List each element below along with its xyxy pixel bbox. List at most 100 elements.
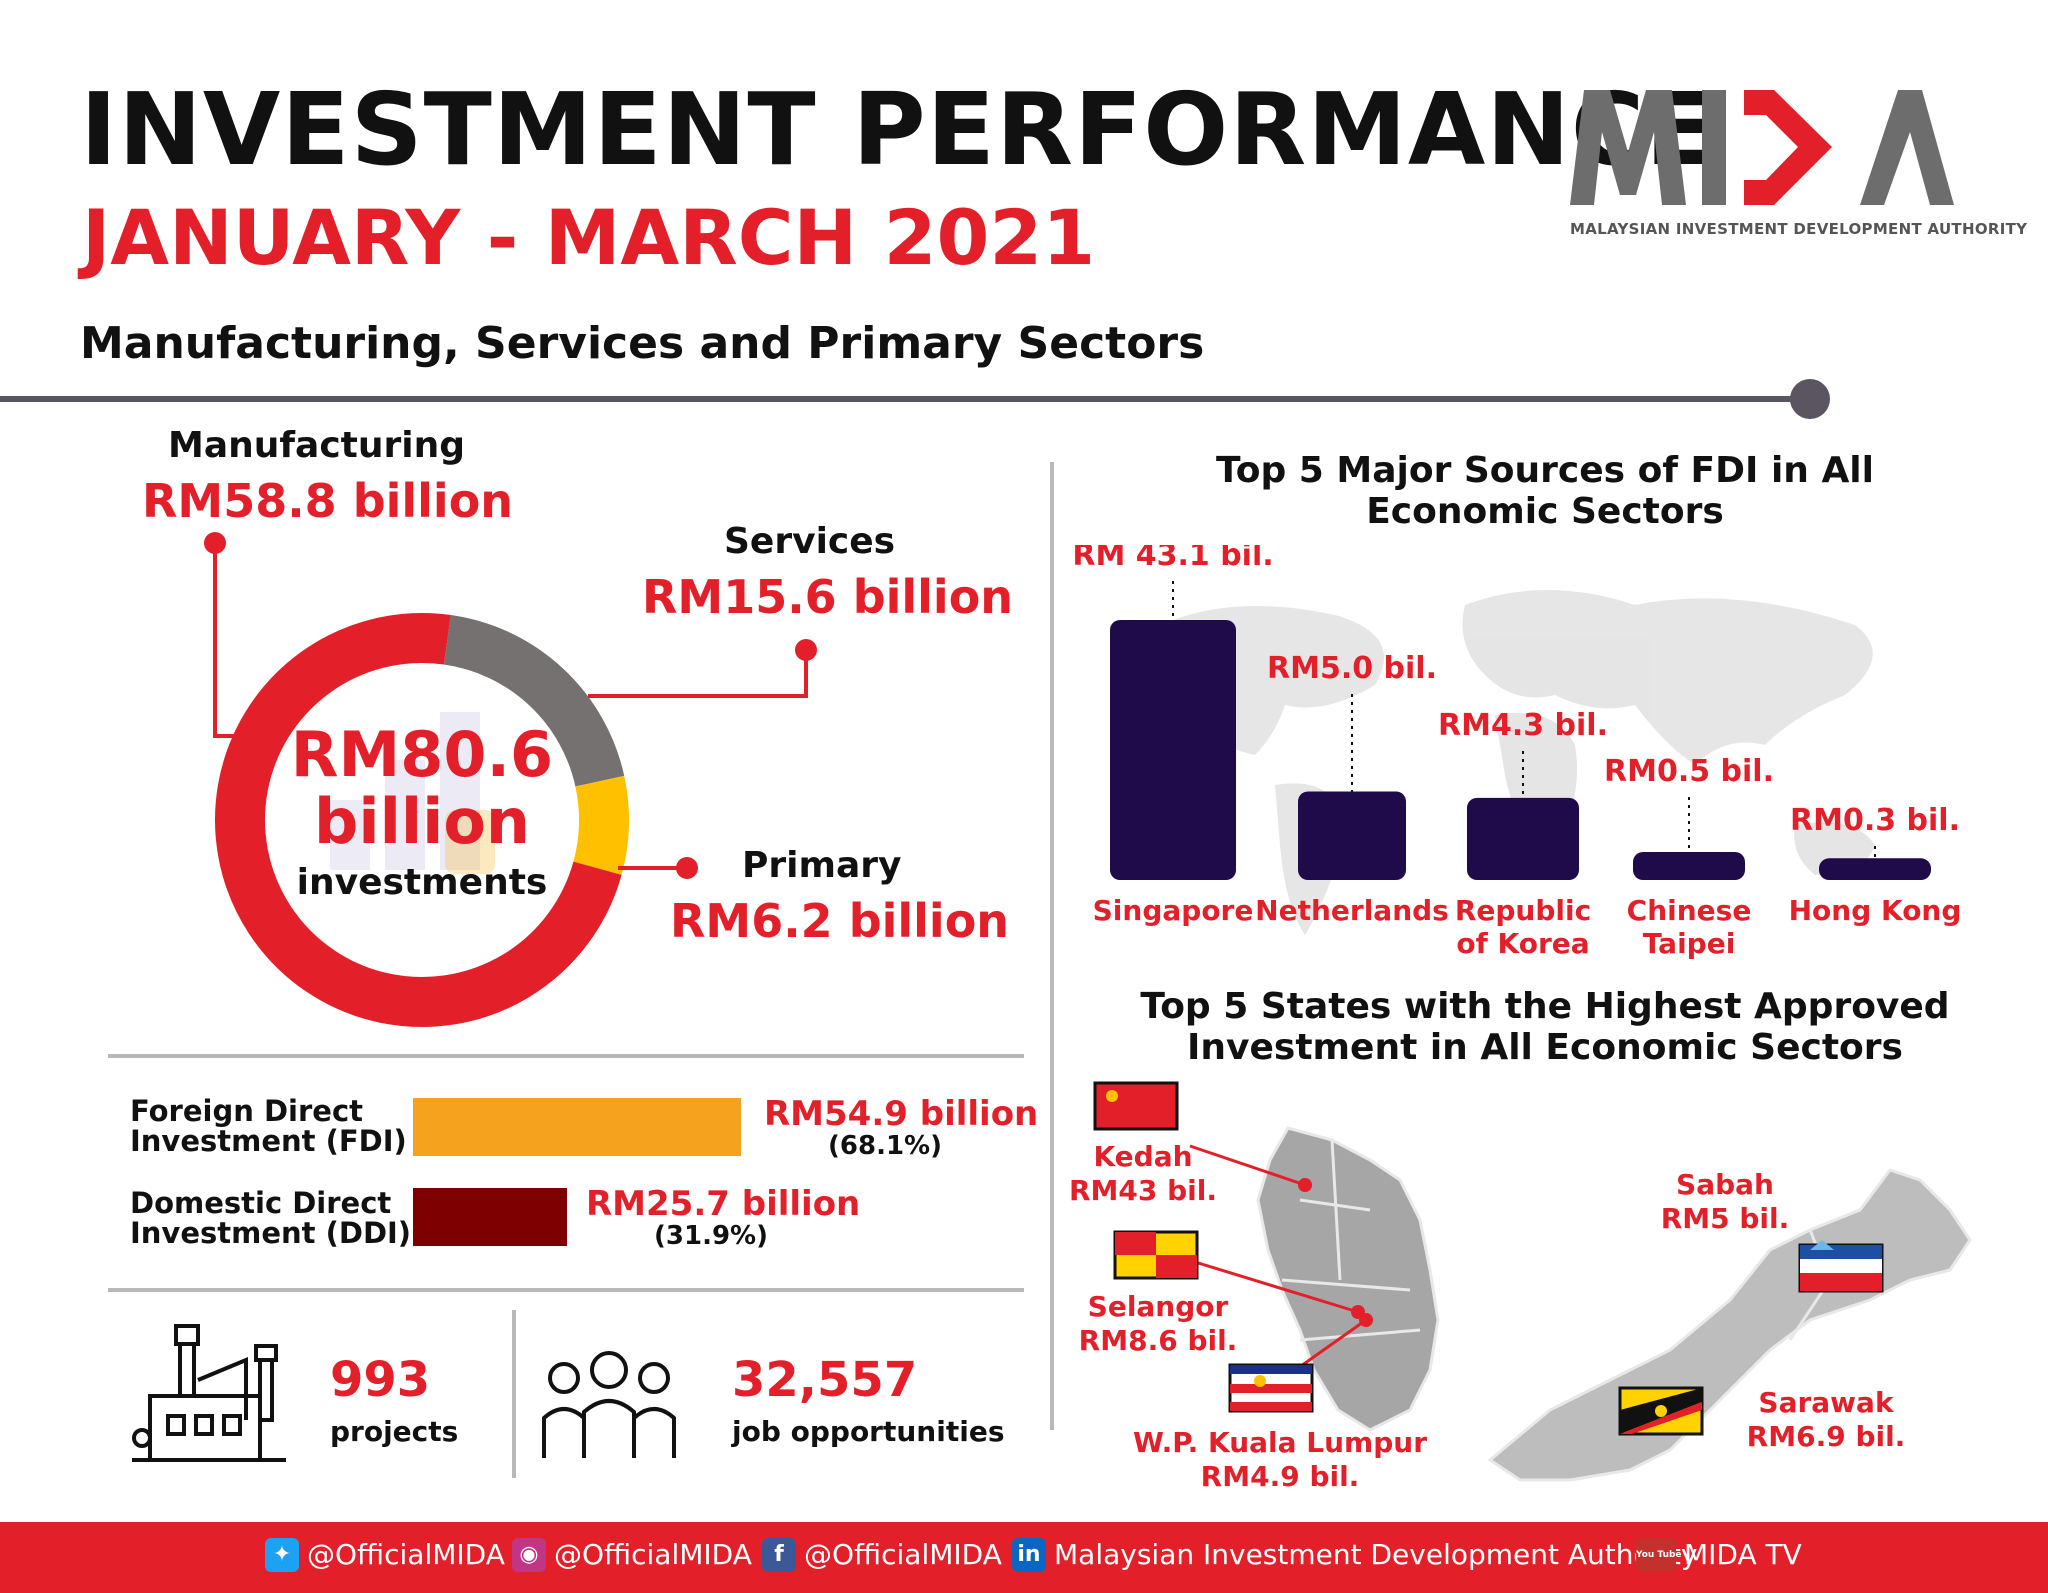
fdi-label: Foreign Direct Investment (FDI) [130,1096,407,1157]
fdi-top-rule [108,1054,1024,1058]
ddi-label-line1: Domestic Direct [130,1186,392,1220]
manufacturing-connector-line [213,543,234,738]
fdi-sources-title-line2: Economic Sectors [1366,491,1724,533]
state-kedah-value: RM43 bil. [1068,1173,1217,1207]
logo-subtitle: MALAYSIAN INVESTMENT DEVELOPMENT AUTHORI… [1570,220,2028,238]
people-icon [542,1351,676,1458]
sectors-subtitle: Manufacturing, Services and Primary Sect… [80,318,1205,369]
fdi-bar-chinese-taipei [1633,851,1745,880]
kuala-lumpur-flag [1228,1363,1314,1413]
manufacturing-name: Manufacturing [168,425,465,466]
states-title-line1: Top 5 States with the Highest Approved [1140,986,1950,1027]
facebook-icon: f [762,1538,796,1572]
fdi-bottom-rule [108,1288,1024,1292]
states-title-line2: Investment in All Economic Sectors [1187,1027,1903,1069]
footer-youtube-label: MIDA TV [1684,1538,1802,1571]
state-sabah: Sabah RM5 bil. [1650,1168,1800,1235]
state-sarawak: Sarawak RM6.9 bil. [1746,1386,1906,1453]
fdi-value-label: RM4.3 bil. [1438,708,1608,743]
fdi-bar [413,1098,741,1156]
fdi-bar-republic-of-korea [1467,797,1579,880]
state-kedah-name: Kedah [1093,1140,1193,1173]
fdi-category-label: Netherlands [1255,894,1449,927]
donut-slice-primary [573,775,629,875]
fdi-bar-singapore [1110,620,1236,880]
manufacturing-connector-dot [204,532,226,554]
fdi-category-label: Chinese [1627,894,1752,927]
fdi-value-label: RM 43.1 bil. [1075,545,1274,573]
twitter-icon: ✦ [265,1538,299,1572]
mida-logo [1570,90,1954,205]
footer-instagram-label: @OfficialMIDA [554,1538,752,1571]
state-sabah-value: RM5 bil. [1660,1201,1790,1235]
jobs-label: job opportunities [732,1415,1005,1448]
ddi-bar [413,1188,567,1246]
fdi-category-label: Hong Kong [1789,894,1962,927]
period-label: JANUARY - MARCH 2021 [82,193,1096,282]
factory-icon [132,1324,286,1462]
projects-label: projects [330,1415,459,1448]
fdi-sources-chart: RM 43.1 bil. Singapore RM5.0 bil. Netherlan… [1075,545,1961,960]
footer-linkedin[interactable]: in Malaysian Investment Development Auth… [1012,1538,1697,1572]
fdi-sources-title: Top 5 Major Sources of FDI in All Econom… [1140,450,1950,533]
ddi-label: Domestic Direct Investment (DDI) [130,1188,411,1249]
ddi-value: RM25.7 billion [586,1184,861,1224]
manufacturing-value: RM58.8 billion [142,474,514,528]
state-sabah-name: Sabah [1676,1168,1774,1201]
footer-instagram[interactable]: ◉ @OfficialMIDA [512,1538,752,1572]
footer-linkedin-label: Malaysian Investment Development Authori… [1054,1538,1698,1571]
footer-twitter[interactable]: ✦ @OfficialMIDA [265,1538,505,1572]
fdi-label-line1: Foreign Direct [130,1094,364,1128]
header-rule-dot [1790,379,1830,419]
youtube-icon: You Tube [1636,1538,1682,1572]
fdi-bar-hong-kong [1819,858,1931,880]
footer-facebook[interactable]: f @OfficialMIDA [762,1538,1002,1572]
state-selangor-value: RM8.6 bil. [1078,1323,1238,1357]
projects-value: 993 [330,1352,431,1408]
primary-value: RM6.2 billion [670,894,1010,948]
total-investment-label: investments [296,862,548,903]
state-kuala-lumpur-value: RM4.9 bil. [1200,1459,1360,1493]
fdi-category-label: Taipei [1643,927,1736,960]
section-divider [1050,462,1054,1430]
fdi-value-label: RM0.5 bil. [1604,754,1774,789]
linkedin-icon: in [1012,1538,1046,1572]
footer-youtube[interactable]: You Tube MIDA TV [1636,1538,1802,1572]
fdi-bars: RM 43.1 bil. Singapore RM5.0 bil. Netherlan… [1075,545,1961,960]
state-kedah: Kedah RM43 bil. [1068,1140,1218,1207]
footer-facebook-label: @OfficialMIDA [804,1538,1002,1571]
states-title: Top 5 States with the Highest Approved I… [1140,986,1950,1069]
fdi-label-line2: Investment (FDI) [130,1124,407,1159]
footer-twitter-label: @OfficialMIDA [307,1538,505,1571]
services-connector-line [588,650,808,698]
fdi-category-label: of Korea [1456,927,1589,960]
peninsular-malaysia [1256,1126,1440,1432]
state-sarawak-name: Sarawak [1758,1386,1894,1419]
services-value: RM15.6 billion [642,570,1014,624]
state-selangor: Selangor RM8.6 bil. [1078,1290,1238,1357]
stats-divider [512,1310,516,1478]
total-investment-value: RM80.6 billion [290,718,554,858]
services-name: Services [724,521,896,562]
header-rule [0,396,1810,402]
ddi-pct: (31.9%) [654,1221,768,1251]
instagram-icon: ◉ [512,1538,546,1572]
state-kuala-lumpur: W.P. Kuala Lumpur RM4.9 bil. [1130,1426,1430,1493]
state-sarawak-value: RM6.9 bil. [1746,1419,1906,1453]
jobs-value: 32,557 [732,1352,918,1408]
page-title: INVESTMENT PERFORMANCE [80,71,1715,188]
state-selangor-name: Selangor [1087,1290,1229,1323]
primary-connector-dot [676,857,698,879]
malaysia-map [1093,1081,1972,1482]
fdi-value-label: RM5.0 bil. [1267,651,1437,686]
fdi-value: RM54.9 billion [764,1094,1039,1134]
fdi-pct: (68.1%) [828,1131,942,1161]
sarawak-flag [1618,1386,1704,1436]
ddi-label-line2: Investment (DDI) [130,1216,412,1251]
services-connector-dot [795,639,817,661]
kedah-flag [1093,1081,1179,1131]
fdi-bar-netherlands [1298,791,1406,880]
selangor-flag [1113,1230,1199,1280]
state-kuala-lumpur-name: W.P. Kuala Lumpur [1132,1426,1427,1459]
fdi-category-label: Republic [1455,894,1591,927]
